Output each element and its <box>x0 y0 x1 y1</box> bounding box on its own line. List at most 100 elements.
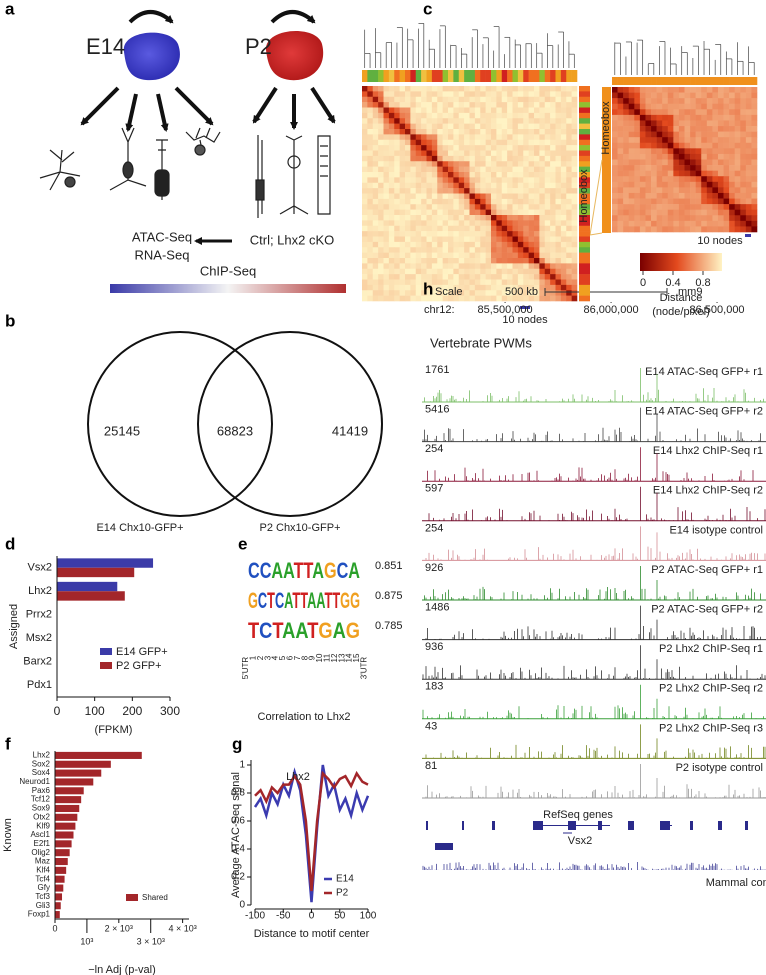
heatmap-cell <box>623 148 630 155</box>
heatmap-cell <box>496 177 503 184</box>
heatmap-cell <box>501 91 508 98</box>
heatmap-cell <box>528 86 535 92</box>
heatmap-cell <box>442 134 449 141</box>
heatmap-cell <box>405 209 411 216</box>
heatmap-cell <box>523 155 529 162</box>
heatmap-cell <box>628 92 635 99</box>
heatmap-cell <box>399 279 406 286</box>
heatmap-cell <box>394 198 400 205</box>
heatmap-cell <box>496 134 503 141</box>
heatmap-cell <box>501 96 508 103</box>
heatmap-cell <box>496 145 503 151</box>
heatmap-cell <box>469 118 476 124</box>
heatmap-cell <box>560 112 567 119</box>
heatmap-cell <box>523 102 529 108</box>
heatmap-cell <box>528 193 535 200</box>
gene-model <box>462 821 464 830</box>
heatmap-cell <box>448 295 454 302</box>
heatmap-cell <box>507 215 513 221</box>
heatmap-cell <box>448 284 454 291</box>
heatmap-cell <box>745 220 752 227</box>
heatmap-cell <box>458 96 465 103</box>
heatmap-cell <box>751 215 758 222</box>
heatmap-cell <box>437 107 443 114</box>
scale-bar <box>745 234 751 237</box>
track-signal <box>425 724 766 759</box>
heatmap-cell <box>474 252 481 259</box>
class-strip <box>612 77 618 85</box>
x-axis-label: (FPKM) <box>95 724 133 736</box>
heatmap-cell <box>656 187 663 194</box>
heatmap-cell <box>442 252 449 259</box>
heatmap-cell <box>388 220 395 227</box>
heatmap-cell <box>453 204 460 210</box>
heatmap-cell <box>740 109 747 116</box>
heatmap-cell <box>712 215 719 222</box>
heatmap-cell <box>673 170 680 177</box>
heatmap-cell <box>695 98 702 105</box>
heatmap-cell <box>723 126 730 132</box>
heatmap-cell <box>560 155 567 162</box>
heatmap-cell <box>415 274 422 280</box>
heatmap-cell <box>367 150 374 157</box>
track-max: 926 <box>425 562 443 574</box>
heatmap-cell <box>656 204 663 210</box>
heatmap-cell <box>431 182 438 189</box>
heatmap-cell <box>362 182 368 189</box>
heatmap-cell <box>695 209 702 216</box>
heatmap-cell <box>534 290 540 296</box>
heatmap-cell <box>474 268 481 275</box>
heatmap-cell <box>437 188 443 194</box>
heatmap-cell <box>712 176 719 183</box>
heatmap-cell <box>480 295 486 302</box>
heatmap-cell <box>523 215 529 221</box>
heatmap-cell <box>528 166 535 173</box>
heatmap-cell <box>378 118 384 124</box>
heatmap-cell <box>469 107 476 114</box>
heatmap-cell <box>480 91 486 98</box>
heatmap-cell <box>507 161 513 167</box>
heatmap-cell <box>501 284 508 291</box>
track-name: Mammal cons <box>706 877 766 889</box>
heatmap-cell <box>469 268 476 275</box>
heatmap-cell <box>550 150 556 157</box>
heatmap-cell <box>426 155 433 162</box>
heatmap-cell <box>415 198 422 205</box>
heatmap-cell <box>651 92 657 99</box>
heatmap-cell <box>410 139 417 146</box>
heatmap-cell <box>550 209 556 216</box>
heatmap-cell <box>639 153 646 160</box>
heatmap-cell <box>431 177 438 184</box>
heatmap-cell <box>751 114 758 121</box>
heatmap-cell <box>491 96 497 103</box>
heatmap-cell <box>405 112 411 119</box>
heatmap-cell <box>712 198 719 205</box>
heatmap-cell <box>394 263 400 270</box>
heatmap-cell <box>464 145 470 151</box>
heatmap-cell <box>523 91 529 98</box>
heatmap-cell <box>656 142 663 149</box>
heatmap-cell <box>394 139 400 146</box>
heatmap-cell <box>378 284 384 291</box>
heatmap-cell <box>634 187 641 194</box>
bar <box>55 760 111 768</box>
heatmap-cell <box>480 231 486 237</box>
heatmap-cell <box>491 172 497 178</box>
heatmap-cell <box>544 204 551 210</box>
heatmap-cell <box>507 290 513 296</box>
heatmap-cell <box>431 91 438 98</box>
heatmap-cell <box>442 188 449 194</box>
heatmap-cell <box>571 295 578 302</box>
heatmap-cell <box>528 145 535 151</box>
heatmap-cell <box>431 268 438 275</box>
heatmap-cell <box>717 87 724 93</box>
heatmap-cell <box>555 220 562 227</box>
heatmap-cell <box>458 107 465 114</box>
heatmap-cell <box>437 172 443 178</box>
heatmap-cell <box>474 91 481 98</box>
heatmap-cell <box>458 139 465 146</box>
heatmap-cell <box>706 159 713 166</box>
heatmap-cell <box>734 148 741 155</box>
scale-label: 10 nodes <box>697 235 743 247</box>
heatmap-cell <box>566 161 572 167</box>
